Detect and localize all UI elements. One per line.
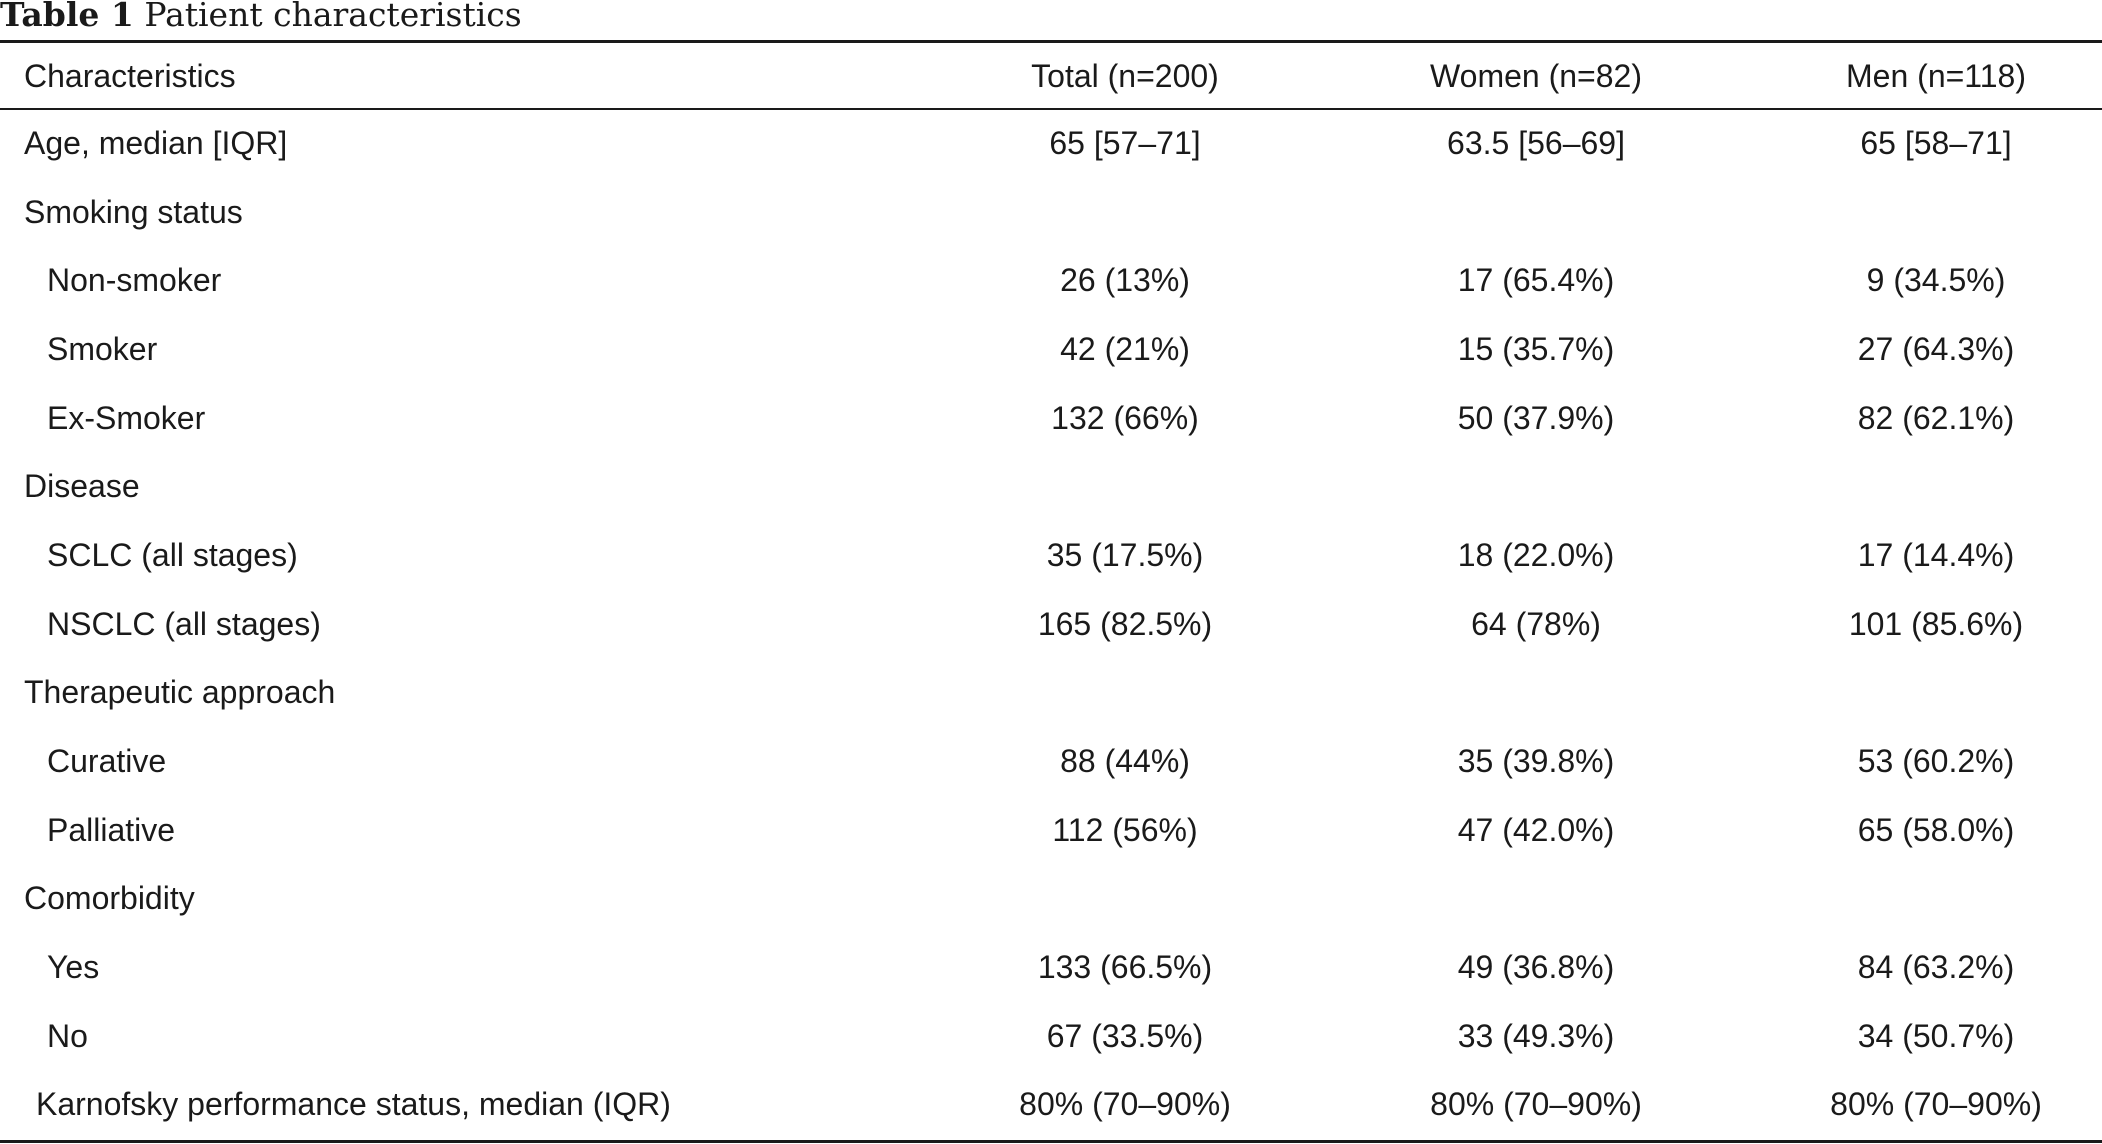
cell-women: 33 (49.3%)	[1457, 1017, 1615, 1054]
cell-men: 17 (14.4%)	[1857, 536, 2015, 573]
cell-total: 165 (82.5%)	[1037, 605, 1213, 642]
table-row: Yes 133 (66.5%) 49 (36.8%) 84 (63.2%)	[0, 933, 2102, 1002]
cell-total	[924, 865, 1326, 934]
table-row: Palliative 112 (56%) 47 (42.0%) 65 (58.0%)	[0, 796, 2102, 865]
cell-men	[1746, 865, 2102, 934]
patient-characteristics-table: Characteristics Total (n=200) Women (n=8…	[0, 43, 2102, 1139]
cell-total: 65 [57–71]	[1049, 124, 1201, 161]
cell-men: 34 (50.7%)	[1857, 1017, 2015, 1054]
row-sublabel: Palliative	[47, 811, 176, 848]
cell-women: 63.5 [56–69]	[1447, 124, 1625, 161]
cell-men: 65 (58.0%)	[1857, 811, 2015, 848]
cell-men	[1746, 178, 2102, 247]
table-row: Therapeutic approach	[0, 659, 2102, 728]
cell-women: 47 (42.0%)	[1457, 811, 1615, 848]
table-top-rule	[0, 40, 2102, 43]
cell-total: 112 (56%)	[1052, 811, 1198, 848]
table-row: Smoking status	[0, 178, 2102, 247]
table-row: Curative 88 (44%) 35 (39.8%) 53 (60.2%)	[0, 727, 2102, 796]
cell-women: 50 (37.9%)	[1457, 399, 1615, 436]
column-header-women: Women (n=82)	[1430, 57, 1642, 94]
column-header-total: Total (n=200)	[1031, 57, 1219, 94]
row-sublabel: Smoker	[47, 330, 158, 367]
table-header-rule	[0, 108, 2102, 110]
table-row: Karnofsky performance status, median (IQ…	[0, 1071, 2102, 1140]
table-row: Ex-Smoker 132 (66%) 50 (37.9%) 82 (62.1%)	[0, 384, 2102, 453]
cell-total	[924, 659, 1326, 728]
table-row: Age, median [IQR] 65 [57–71] 63.5 [56–69] 6…	[0, 109, 2102, 178]
cell-women: 64 (78%)	[1471, 605, 1601, 642]
cell-men	[1746, 452, 2102, 521]
row-label: Disease	[24, 468, 140, 505]
table-bottom-rule	[0, 1140, 2102, 1143]
table-row: No 67 (33.5%) 33 (49.3%) 34 (50.7%)	[0, 1002, 2102, 1071]
cell-men: 65 [58–71]	[1860, 124, 2012, 161]
row-sublabel: NSCLC (all stages)	[47, 605, 321, 642]
cell-men: 82 (62.1%)	[1857, 399, 2015, 436]
row-label: Smoking status	[24, 193, 243, 230]
row-sublabel: Yes	[47, 949, 100, 986]
cell-total: 88 (44%)	[1060, 743, 1190, 780]
cell-women: 18 (22.0%)	[1457, 536, 1615, 573]
cell-total	[924, 178, 1326, 247]
cell-men	[1746, 659, 2102, 728]
cell-total: 35 (17.5%)	[1046, 536, 1204, 573]
table-caption-label: Table 1	[0, 0, 134, 34]
row-sublabel: SCLC (all stages)	[47, 536, 298, 573]
cell-total: 133 (66.5%)	[1037, 949, 1213, 986]
row-sublabel: No	[47, 1017, 88, 1054]
cell-men: 101 (85.6%)	[1848, 605, 2024, 642]
cell-total: 42 (21%)	[1060, 330, 1190, 367]
cell-total: 26 (13%)	[1060, 262, 1190, 299]
cell-total: 80% (70–90%)	[1019, 1086, 1231, 1123]
row-sublabel: Ex-Smoker	[47, 399, 206, 436]
cell-women: 49 (36.8%)	[1457, 949, 1615, 986]
cell-men: 80% (70–90%)	[1830, 1086, 2042, 1123]
cell-men: 27 (64.3%)	[1857, 330, 2015, 367]
cell-men: 84 (63.2%)	[1857, 949, 2015, 986]
column-header-characteristics: Characteristics	[24, 57, 236, 94]
cell-total	[924, 452, 1326, 521]
table-row: Disease	[0, 452, 2102, 521]
table-row: Non-smoker 26 (13%) 17 (65.4%) 9 (34.5%)	[0, 246, 2102, 315]
cell-women	[1326, 452, 1746, 521]
table-row: Comorbidity	[0, 865, 2102, 934]
cell-total: 67 (33.5%)	[1046, 1017, 1204, 1054]
column-header-men: Men (n=118)	[1846, 57, 2026, 94]
table-header-row: Characteristics Total (n=200) Women (n=8…	[0, 43, 2102, 109]
row-sublabel: Karnofsky performance status, median (IQ…	[36, 1086, 671, 1123]
row-label: Age, median [IQR]	[24, 124, 288, 161]
cell-men: 53 (60.2%)	[1857, 743, 2015, 780]
table-row: Smoker 42 (21%) 15 (35.7%) 27 (64.3%)	[0, 315, 2102, 384]
row-label: Comorbidity	[24, 880, 195, 917]
cell-total: 132 (66%)	[1051, 399, 1199, 436]
row-sublabel: Curative	[47, 743, 167, 780]
table-row: SCLC (all stages) 35 (17.5%) 18 (22.0%) 17 …	[0, 521, 2102, 590]
cell-women	[1326, 865, 1746, 934]
table-caption: Table 1 Patient characteristics	[0, 0, 522, 36]
cell-men: 9 (34.5%)	[1866, 262, 2006, 299]
cell-women	[1326, 178, 1746, 247]
table-row: NSCLC (all stages) 165 (82.5%) 64 (78%) 101…	[0, 590, 2102, 659]
cell-women	[1326, 659, 1746, 728]
cell-women: 15 (35.7%)	[1457, 330, 1615, 367]
cell-women: 35 (39.8%)	[1457, 743, 1615, 780]
table-caption-title: Patient characteristics	[144, 0, 522, 34]
row-label: Therapeutic approach	[24, 674, 336, 711]
row-sublabel: Non-smoker	[47, 262, 222, 299]
table-body: Age, median [IQR] 65 [57–71] 63.5 [56–69] 6…	[0, 109, 2102, 1139]
cell-women: 80% (70–90%)	[1430, 1086, 1642, 1123]
cell-women: 17 (65.4%)	[1457, 262, 1615, 299]
